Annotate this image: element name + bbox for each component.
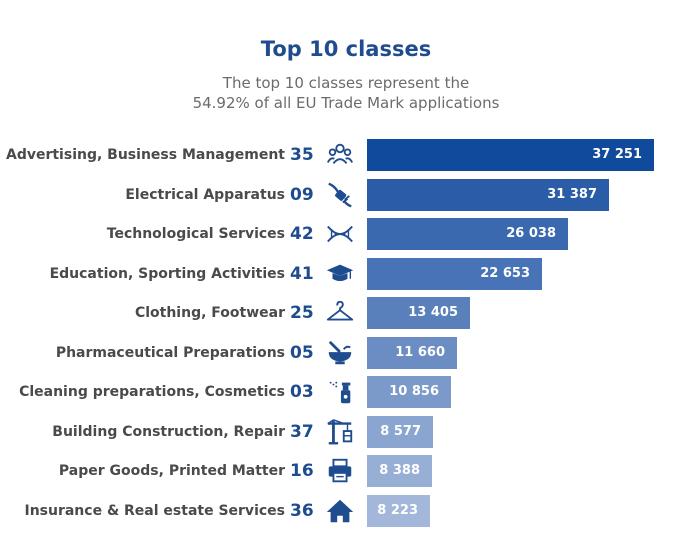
class-code: 05 xyxy=(290,342,314,363)
bar xyxy=(367,336,457,369)
tick-label: Advertising, Business Management xyxy=(5,147,285,163)
bar xyxy=(367,218,568,250)
data-label: 8 223 xyxy=(377,502,418,518)
class-code: 09 xyxy=(290,184,314,205)
tick-label: Insurance & Real estate Services xyxy=(24,502,285,519)
subtitle-line-1: The top 10 classes represent the xyxy=(222,74,470,92)
class-code: 35 xyxy=(290,145,314,165)
crane-icon xyxy=(324,417,356,447)
dna-icon xyxy=(324,219,356,249)
tick-label: Building Construction, Repair xyxy=(52,423,285,440)
data-label: 8 388 xyxy=(379,463,420,478)
tick-label: Paper Goods, Printed Matter xyxy=(58,463,285,479)
tick-label: Pharmaceutical Preparations xyxy=(55,344,285,361)
plug-icon xyxy=(324,180,356,210)
tick-label: Technological Services xyxy=(106,226,285,242)
data-label: 26 038 xyxy=(506,226,556,241)
bar xyxy=(367,178,609,211)
class-code: 41 xyxy=(290,263,314,284)
data-label: 8 577 xyxy=(380,423,421,439)
page-title: Top 10 classes xyxy=(260,37,432,61)
subtitle-line-2: 54.92% of all EU Trade Mark applications xyxy=(192,94,500,112)
bar xyxy=(367,376,451,408)
printer-icon xyxy=(324,456,356,486)
class-code: 16 xyxy=(290,461,314,481)
house-icon xyxy=(324,496,356,526)
tick-label: Clothing, Footwear xyxy=(134,305,285,321)
class-code: 42 xyxy=(290,224,314,244)
data-label: 31 387 xyxy=(547,186,597,202)
mortar-pestle-icon xyxy=(324,338,356,368)
bar xyxy=(367,455,432,487)
bar xyxy=(367,494,430,527)
hanger-icon xyxy=(324,298,356,328)
class-code: 37 xyxy=(290,421,314,442)
class-code: 36 xyxy=(290,500,314,521)
class-code: 25 xyxy=(290,303,314,323)
data-label: 22 653 xyxy=(480,265,530,281)
bar xyxy=(367,257,542,290)
tick-label: Education, Sporting Activities xyxy=(49,265,285,282)
data-label: 37 251 xyxy=(592,147,642,162)
data-label: 10 856 xyxy=(389,384,439,399)
graduation-cap-icon xyxy=(324,259,356,289)
data-label: 11 660 xyxy=(395,344,445,360)
people-icon xyxy=(324,140,356,170)
class-code: 03 xyxy=(290,382,314,402)
tick-label: Cleaning preparations, Cosmetics xyxy=(19,384,285,400)
bar xyxy=(367,297,470,329)
bar xyxy=(367,415,433,448)
bar xyxy=(367,139,654,171)
data-label: 13 405 xyxy=(408,305,458,320)
tick-label: Electrical Apparatus xyxy=(125,186,285,203)
spray-bottle-icon xyxy=(324,377,356,407)
